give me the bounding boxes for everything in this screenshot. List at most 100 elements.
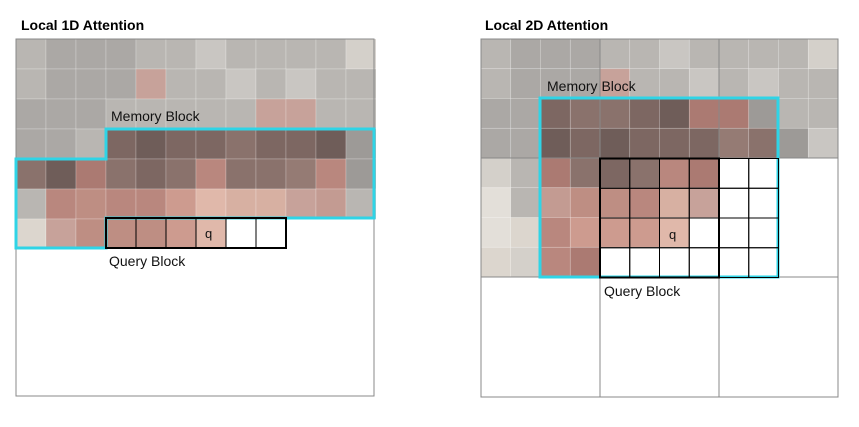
image-1d-cell [165,38,197,70]
image-2d-cell [778,38,809,70]
image-1d-cell [315,98,347,130]
image-1d-cell [345,68,377,100]
image-2d-cell [599,187,631,218]
image-1d-cell [225,188,257,220]
image-2d-cell [599,217,631,248]
image-1d-cell [315,38,347,70]
image-2d-cell [629,127,660,159]
query-block-label-1d: Query Block [109,253,186,269]
image-2d-cell [480,187,512,218]
image-1d-cell [105,98,137,130]
image-2d-cell [748,217,779,248]
image-2d-cell [510,38,541,70]
image-1d-cell [45,38,77,70]
image-2d-cell [688,217,720,248]
image-2d-cell [748,157,779,189]
image-2d-cell [748,98,779,129]
image-2d-cell [718,68,750,99]
image-1d-cell [195,38,227,70]
image-1d-cell [225,128,257,160]
image-2d-cell [569,187,601,218]
memory-block-label-2d: Memory Block [547,78,637,94]
image-2d-cell [569,127,601,159]
image-2d-cell [629,68,660,99]
image-2d-cell [748,246,779,278]
image-2d-cell [807,217,839,248]
image-1d-cell [75,218,107,250]
image-2d-cell [807,98,839,129]
image-2d-cell [569,246,601,278]
image-2d-cell [629,187,660,218]
image-2d-cell [480,127,512,159]
image-1d-cell [285,68,317,100]
image-2d-cell [569,98,601,129]
query-block-1d [105,217,287,249]
image-2d-cell [718,246,750,278]
image-1d-cell [105,68,137,100]
image-2d-cell [718,157,750,189]
image-1d-cell [15,38,47,70]
image-1d-cell [285,98,317,130]
image-2d-cell [569,217,601,248]
image-1d-cell [135,38,167,70]
image-1d-cell [285,128,317,160]
image-2d-cell [778,246,809,278]
image-1d-cell [255,68,287,100]
image-1d-cell [135,128,167,160]
image-2d-cell [688,98,720,129]
image-1d-cell [135,218,167,250]
image-2d-cell [599,98,631,129]
image-2d-cell [629,38,660,70]
image-2d-cell [510,68,541,99]
image-1d-cell [135,68,167,100]
image-2d-cell [659,157,690,189]
image-cells-2d [480,38,839,278]
image-1d-cell [345,218,377,250]
image-1d-cell [255,38,287,70]
query-pixel-label-1d: q [205,226,212,241]
image-2d-cell [748,127,779,159]
image-2d-cell [629,98,660,129]
image-1d-cell [345,188,377,220]
image-1d-cell [45,158,77,190]
image-1d-cell [225,68,257,100]
image-2d-cell [778,98,809,129]
panel-2d: Memory Block Query Block q [480,38,839,398]
image-1d-cell [315,188,347,220]
image-1d-cell [165,68,197,100]
image-2d-cell [510,246,541,278]
image-2d-cell [629,157,660,189]
image-1d-cell [255,218,287,250]
image-2d-cell [569,68,601,99]
image-2d-cell [599,38,631,70]
image-1d-cell [195,218,227,250]
image-1d-cell [345,98,377,130]
image-1d-cell [225,98,257,130]
image-2d-cell [599,246,631,278]
image-2d-cell [778,187,809,218]
image-2d-cell [659,68,690,99]
image-1d-cell [255,128,287,160]
query-block-2d [599,157,779,279]
image-1d-cell [45,128,77,160]
image-1d-cell [105,158,137,190]
image-1d-cell [195,128,227,160]
canvas-border-2d [480,38,839,398]
image-1d-cell [135,188,167,220]
image-2d-cell [510,157,541,189]
image-2d-cell [807,38,839,70]
memory-block-outline-1d [14,127,376,250]
image-2d-cell [718,217,750,248]
image-2d-cell [778,127,809,159]
query-block-label-2d: Query Block [604,283,681,299]
image-1d-cell [105,218,137,250]
image-1d-cell [315,158,347,190]
image-2d-cell [659,187,690,218]
image-2d-cell [659,246,690,278]
image-2d-cell [480,157,512,189]
query-2d-outline [599,157,720,279]
image-2d-cell [540,157,571,189]
image-1d-cell [105,128,137,160]
image-1d-cell [345,158,377,190]
